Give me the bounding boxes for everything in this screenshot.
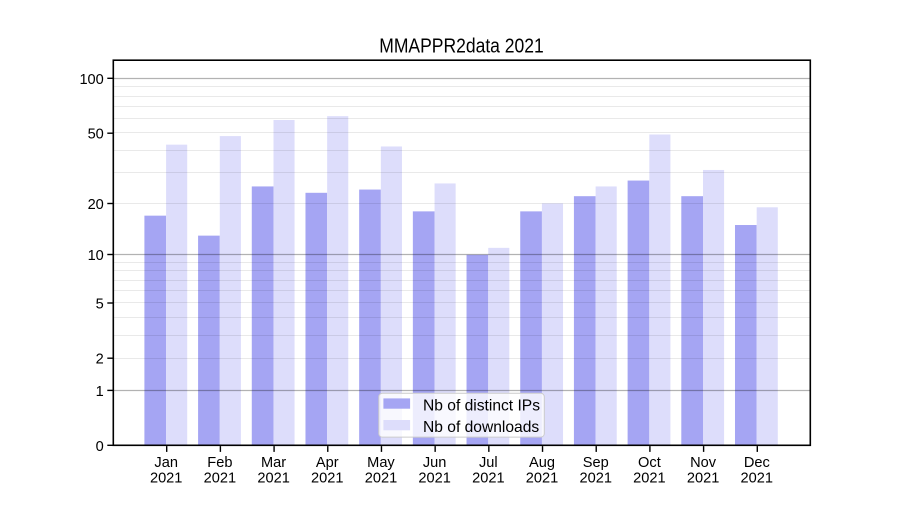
svg-text:Jan: Jan (154, 455, 178, 471)
svg-text:50: 50 (88, 127, 104, 143)
svg-text:2021: 2021 (633, 471, 665, 487)
svg-text:Feb: Feb (207, 455, 232, 471)
svg-text:2021: 2021 (150, 471, 182, 487)
svg-text:2021: 2021 (257, 471, 289, 487)
svg-text:Jun: Jun (423, 455, 447, 471)
svg-text:2021: 2021 (579, 471, 611, 487)
svg-text:2021: 2021 (311, 471, 343, 487)
svg-text:2021: 2021 (365, 471, 397, 487)
svg-text:Aug: Aug (529, 455, 555, 471)
svg-text:Jul: Jul (479, 455, 498, 471)
svg-text:1: 1 (96, 384, 104, 400)
svg-text:5: 5 (96, 297, 104, 313)
svg-text:Nb of distinct IPs: Nb of distinct IPs (423, 397, 540, 414)
svg-text:10: 10 (88, 248, 104, 264)
svg-text:Mar: Mar (261, 455, 286, 471)
svg-text:Dec: Dec (744, 455, 770, 471)
svg-text:2: 2 (96, 352, 104, 368)
svg-text:2021: 2021 (687, 471, 719, 487)
svg-text:2021: 2021 (472, 471, 504, 487)
svg-text:2021: 2021 (741, 471, 773, 487)
svg-text:Nb of downloads: Nb of downloads (423, 419, 539, 436)
svg-text:Sep: Sep (583, 455, 609, 471)
svg-text:2021: 2021 (526, 471, 558, 487)
svg-text:Oct: Oct (638, 455, 661, 471)
svg-text:Apr: Apr (316, 455, 339, 471)
svg-text:20: 20 (88, 197, 104, 213)
svg-text:2021: 2021 (204, 471, 236, 487)
svg-text:2021: 2021 (418, 471, 450, 487)
svg-text:May: May (367, 455, 395, 471)
svg-text:Nov: Nov (690, 455, 717, 471)
svg-text:0: 0 (96, 439, 104, 455)
svg-text:MMAPPR2data 2021: MMAPPR2data 2021 (379, 36, 544, 58)
svg-text:100: 100 (79, 72, 103, 88)
